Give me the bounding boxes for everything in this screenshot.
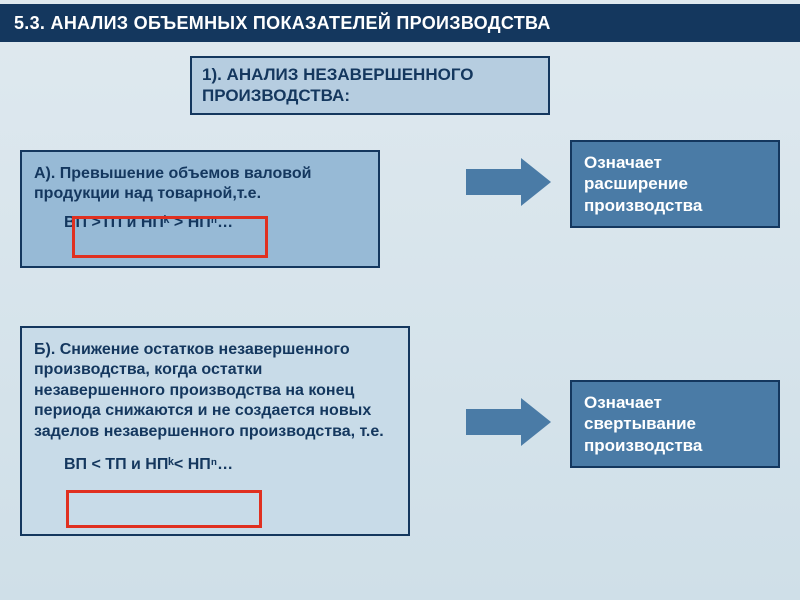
arrow-shaft (466, 409, 521, 435)
arrow-head-icon (521, 398, 551, 446)
case-b-formula-wrap: ВП < ТП и НПᵏ< НПⁿ… (54, 456, 243, 474)
arrow-head-icon (521, 158, 551, 206)
section-header: 5.3. АНАЛИЗ ОБЪЕМНЫХ ПОКАЗАТЕЛЕЙ ПРОИЗВО… (0, 4, 800, 42)
arrow-shaft (466, 169, 521, 195)
case-a-formula: ВП >ТП и НПᵏ > НПⁿ… (54, 212, 243, 233)
subheading-box: 1). АНАЛИЗ НЕЗАВЕРШЕННОГО ПРОИЗВОДСТВА: (190, 56, 550, 115)
case-b-formula: ВП < ТП и НПᵏ< НПⁿ… (54, 454, 243, 475)
case-b-highlight-frame (66, 490, 262, 528)
result-expansion-box: Означает расширение производства (570, 140, 780, 228)
case-b-box: Б). Снижение остатков незавершенного про… (20, 326, 410, 536)
slide: 5.3. АНАЛИЗ ОБЪЕМНЫХ ПОКАЗАТЕЛЕЙ ПРОИЗВО… (0, 0, 800, 600)
result-contraction-box: Означает свертывание производства (570, 380, 780, 468)
case-a-formula-wrap: ВП >ТП и НПᵏ > НПⁿ… (54, 214, 243, 232)
arrow-expansion (466, 158, 551, 206)
case-a-title: А). Превышение объемов валовой продукции… (34, 164, 366, 204)
case-a-box: А). Превышение объемов валовой продукции… (20, 150, 380, 268)
case-b-title: Б). Снижение остатков незавершенного про… (34, 340, 396, 442)
arrow-contraction (466, 398, 551, 446)
